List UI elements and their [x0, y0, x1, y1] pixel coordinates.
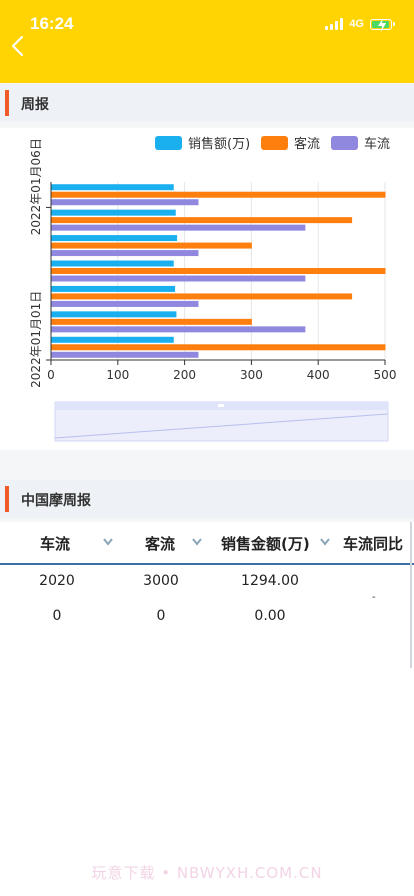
- table-scroll-edge: [410, 522, 412, 668]
- bar[interactable]: [51, 351, 199, 358]
- legend-swatch[interactable]: [331, 136, 358, 150]
- section-accent: [5, 486, 9, 512]
- y-tick-label: 2022年01月01日: [29, 291, 43, 388]
- table-cell: 1294.00: [241, 573, 299, 589]
- table-header-divider: [0, 563, 414, 565]
- legend-swatch[interactable]: [261, 136, 288, 150]
- watermark-text: 玩意下载 • NBWYXH.COM.CN: [91, 864, 323, 882]
- weekly-chart-card: 销售额(万) 客流 车流 0 100 200 300 400 500 2022年01月01日 202…: [0, 128, 414, 450]
- table-cell: 0.00: [254, 608, 286, 624]
- zoom-slider-grip[interactable]: [218, 404, 224, 407]
- bar[interactable]: [51, 209, 176, 216]
- bar[interactable]: [51, 293, 353, 300]
- back-icon[interactable]: [8, 35, 30, 57]
- legend-label[interactable]: 销售额(万): [188, 136, 250, 152]
- column-header-sales-amount[interactable]: 销售金额(万): [221, 535, 310, 553]
- report-table: [0, 522, 414, 668]
- legend-swatch[interactable]: [155, 136, 182, 150]
- network-type: 4G: [349, 18, 364, 30]
- legend-label[interactable]: 客流: [294, 136, 320, 152]
- x-tick-label: 200: [173, 368, 196, 382]
- bar[interactable]: [51, 275, 306, 282]
- column-header-car-flow-yoy[interactable]: 车流同比: [343, 535, 404, 553]
- weekly-title: 周报: [21, 97, 49, 113]
- table-cell: 0: [156, 608, 166, 624]
- bar[interactable]: [51, 217, 353, 224]
- bar[interactable]: [51, 318, 252, 325]
- bar[interactable]: [51, 268, 386, 274]
- bar[interactable]: [51, 250, 199, 257]
- bar[interactable]: [51, 199, 199, 206]
- table-cell: 0: [52, 608, 62, 624]
- sort-chevron-icon[interactable]: [103, 538, 113, 546]
- y-tick-label: 2022年01月06日: [29, 138, 43, 235]
- status-indicators: 4G: [325, 16, 395, 32]
- bar[interactable]: [51, 242, 252, 249]
- app-header: 16:24 4G: [0, 0, 414, 83]
- status-time: 16:24: [30, 14, 74, 33]
- x-tick-label: 0: [47, 368, 55, 382]
- x-tick-label: 400: [307, 368, 330, 382]
- table-title: 中国摩周报: [21, 493, 91, 509]
- x-tick-label: 300: [240, 368, 263, 382]
- column-header-passenger-flow[interactable]: 客流: [145, 535, 176, 553]
- bar[interactable]: [51, 224, 306, 231]
- bar[interactable]: [51, 260, 174, 267]
- zoom-slider-preview-line: [54, 413, 389, 439]
- table-cell: 2020: [39, 573, 75, 589]
- weekly-section-header: 周报: [0, 84, 414, 122]
- bar[interactable]: [51, 184, 174, 191]
- bar[interactable]: [51, 300, 199, 307]
- signal-icon: [325, 18, 344, 30]
- sort-chevron-icon[interactable]: [192, 538, 202, 546]
- x-tick-label: 500: [374, 368, 397, 382]
- bar[interactable]: [51, 326, 306, 333]
- bar[interactable]: [51, 344, 386, 351]
- sort-chevron-icon[interactable]: [320, 538, 330, 546]
- column-header-car-flow[interactable]: 车流: [40, 535, 71, 553]
- battery-icon: [370, 17, 395, 32]
- bar[interactable]: [51, 285, 176, 292]
- x-tick-label: 100: [106, 368, 129, 382]
- legend-label[interactable]: 车流: [364, 136, 390, 152]
- table-cell-dash: -: [372, 592, 376, 603]
- section-accent: [5, 90, 9, 116]
- table-section-header: 中国摩周报: [0, 480, 414, 518]
- bar[interactable]: [51, 191, 386, 198]
- bar[interactable]: [51, 311, 177, 318]
- bar[interactable]: [51, 235, 178, 242]
- bar[interactable]: [51, 336, 174, 343]
- weekly-bar-chart[interactable]: 销售额(万) 客流 车流 0 100 200 300 400 500 2022年01月01日 202…: [0, 128, 414, 450]
- table-cell: 3000: [143, 573, 179, 589]
